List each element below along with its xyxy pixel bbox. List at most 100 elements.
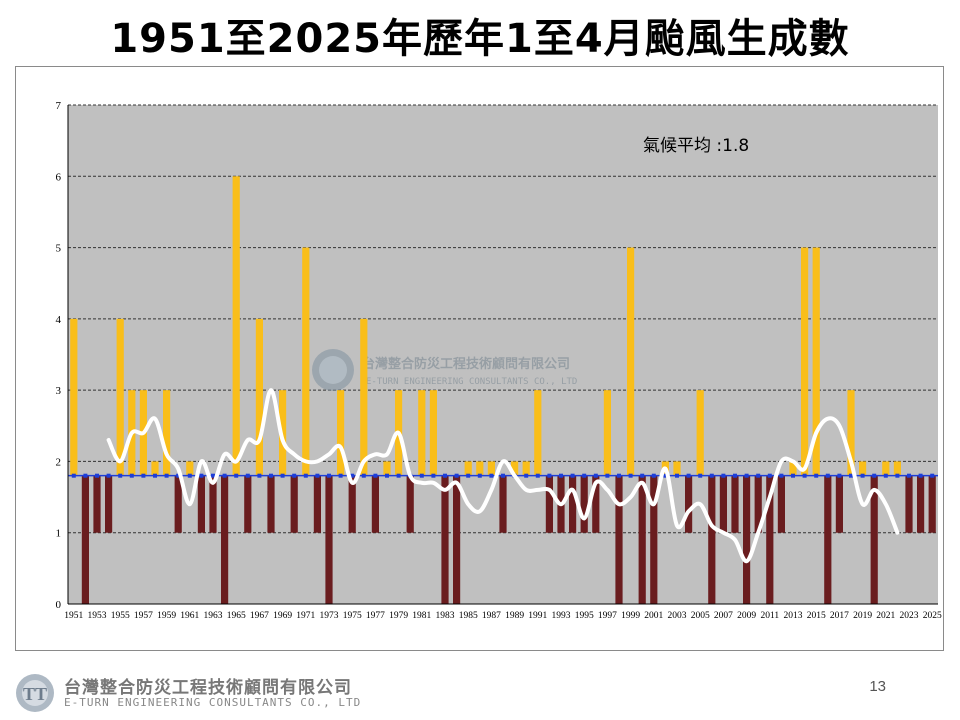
average-marker xyxy=(825,473,830,478)
x-tick-label: 1991 xyxy=(528,611,547,621)
bar xyxy=(847,390,855,476)
x-tick-label: 1951 xyxy=(64,611,83,621)
bar xyxy=(371,475,379,533)
bar xyxy=(302,247,310,476)
average-marker xyxy=(234,473,239,478)
average-marker xyxy=(315,473,320,478)
x-tick-label: 2005 xyxy=(691,611,710,621)
bar xyxy=(650,475,658,604)
bar xyxy=(731,475,739,533)
y-tick-label: 2 xyxy=(56,456,62,468)
bar xyxy=(221,475,229,604)
bar xyxy=(534,390,542,476)
bar xyxy=(638,475,646,604)
average-marker xyxy=(559,473,563,478)
bar xyxy=(337,390,345,476)
average-marker xyxy=(71,473,76,478)
x-tick-label: 1987 xyxy=(482,611,501,621)
average-marker xyxy=(640,473,645,478)
average-marker xyxy=(153,473,157,478)
average-marker xyxy=(651,473,656,478)
average-marker xyxy=(733,473,737,478)
bar xyxy=(441,475,449,604)
bar xyxy=(348,475,356,533)
y-tick-label: 7 xyxy=(56,100,62,112)
bar xyxy=(569,475,577,533)
bar xyxy=(812,247,820,476)
average-marker xyxy=(918,473,923,478)
bar xyxy=(603,390,611,476)
average-marker xyxy=(860,473,865,478)
bar xyxy=(313,475,321,533)
average-marker xyxy=(141,473,146,478)
x-tick-label: 1993 xyxy=(552,611,571,621)
average-marker xyxy=(744,473,749,478)
average-marker xyxy=(361,473,366,478)
average-marker xyxy=(814,473,819,478)
footer-company-cn: 台灣整合防災工程技術顧問有限公司 xyxy=(64,678,352,698)
bar xyxy=(696,390,704,476)
average-marker xyxy=(756,473,761,478)
bar xyxy=(719,475,727,533)
bar xyxy=(824,475,832,604)
bar xyxy=(290,475,298,533)
x-tick-label: 1989 xyxy=(505,611,524,621)
bar xyxy=(615,475,623,604)
bar xyxy=(522,461,530,476)
bar xyxy=(418,390,426,476)
average-marker xyxy=(95,473,99,478)
x-tick-label: 1969 xyxy=(273,611,292,621)
bar xyxy=(163,390,171,476)
watermark-company-cn: 台灣整合防災工程技術顧問有限公司 xyxy=(362,356,570,372)
average-marker xyxy=(837,473,842,478)
x-tick-label: 1975 xyxy=(343,611,362,621)
bar xyxy=(383,461,391,476)
bar xyxy=(859,461,867,476)
bar xyxy=(789,461,797,476)
bar xyxy=(93,475,101,533)
x-tick-label: 1981 xyxy=(412,611,431,621)
average-marker xyxy=(385,473,389,478)
bar xyxy=(105,475,113,533)
y-tick-label: 0 xyxy=(56,599,62,611)
bar xyxy=(499,475,507,533)
x-tick-label: 2025 xyxy=(923,611,942,621)
x-tick-label: 2007 xyxy=(714,611,733,621)
x-tick-label: 1999 xyxy=(621,611,640,621)
x-tick-label: 1977 xyxy=(366,611,385,621)
average-marker xyxy=(83,473,88,478)
y-tick-label: 5 xyxy=(56,243,62,255)
bar xyxy=(801,247,809,476)
x-tick-label: 2015 xyxy=(807,611,826,621)
bar xyxy=(673,461,681,476)
average-marker xyxy=(779,473,784,478)
average-marker xyxy=(245,473,250,478)
average-marker xyxy=(211,473,215,478)
average-marker xyxy=(303,473,308,478)
bar xyxy=(360,318,368,476)
bar xyxy=(70,318,78,476)
x-tick-label: 1971 xyxy=(296,611,315,621)
average-marker xyxy=(106,473,111,478)
bar xyxy=(209,475,217,533)
bar xyxy=(754,475,762,533)
average-marker xyxy=(907,473,911,478)
x-tick-label: 1957 xyxy=(134,611,153,621)
bar xyxy=(870,475,878,604)
watermark-company-en: E-TURN ENGINEERING CONSULTANTS CO., LTD xyxy=(366,377,577,387)
average-marker xyxy=(222,473,227,478)
average-marker xyxy=(443,473,447,478)
average-marker xyxy=(883,473,888,478)
average-marker xyxy=(257,473,262,478)
x-tick-label: 1953 xyxy=(88,611,107,621)
bar xyxy=(476,461,484,476)
page-number: 13 xyxy=(869,678,886,695)
x-tick-label: 1973 xyxy=(320,611,339,621)
average-marker xyxy=(176,473,181,478)
bar xyxy=(487,461,495,476)
bar xyxy=(267,475,275,533)
average-marker xyxy=(593,473,598,478)
bar xyxy=(545,475,553,533)
average-marker xyxy=(187,473,192,478)
average-marker xyxy=(524,473,529,478)
